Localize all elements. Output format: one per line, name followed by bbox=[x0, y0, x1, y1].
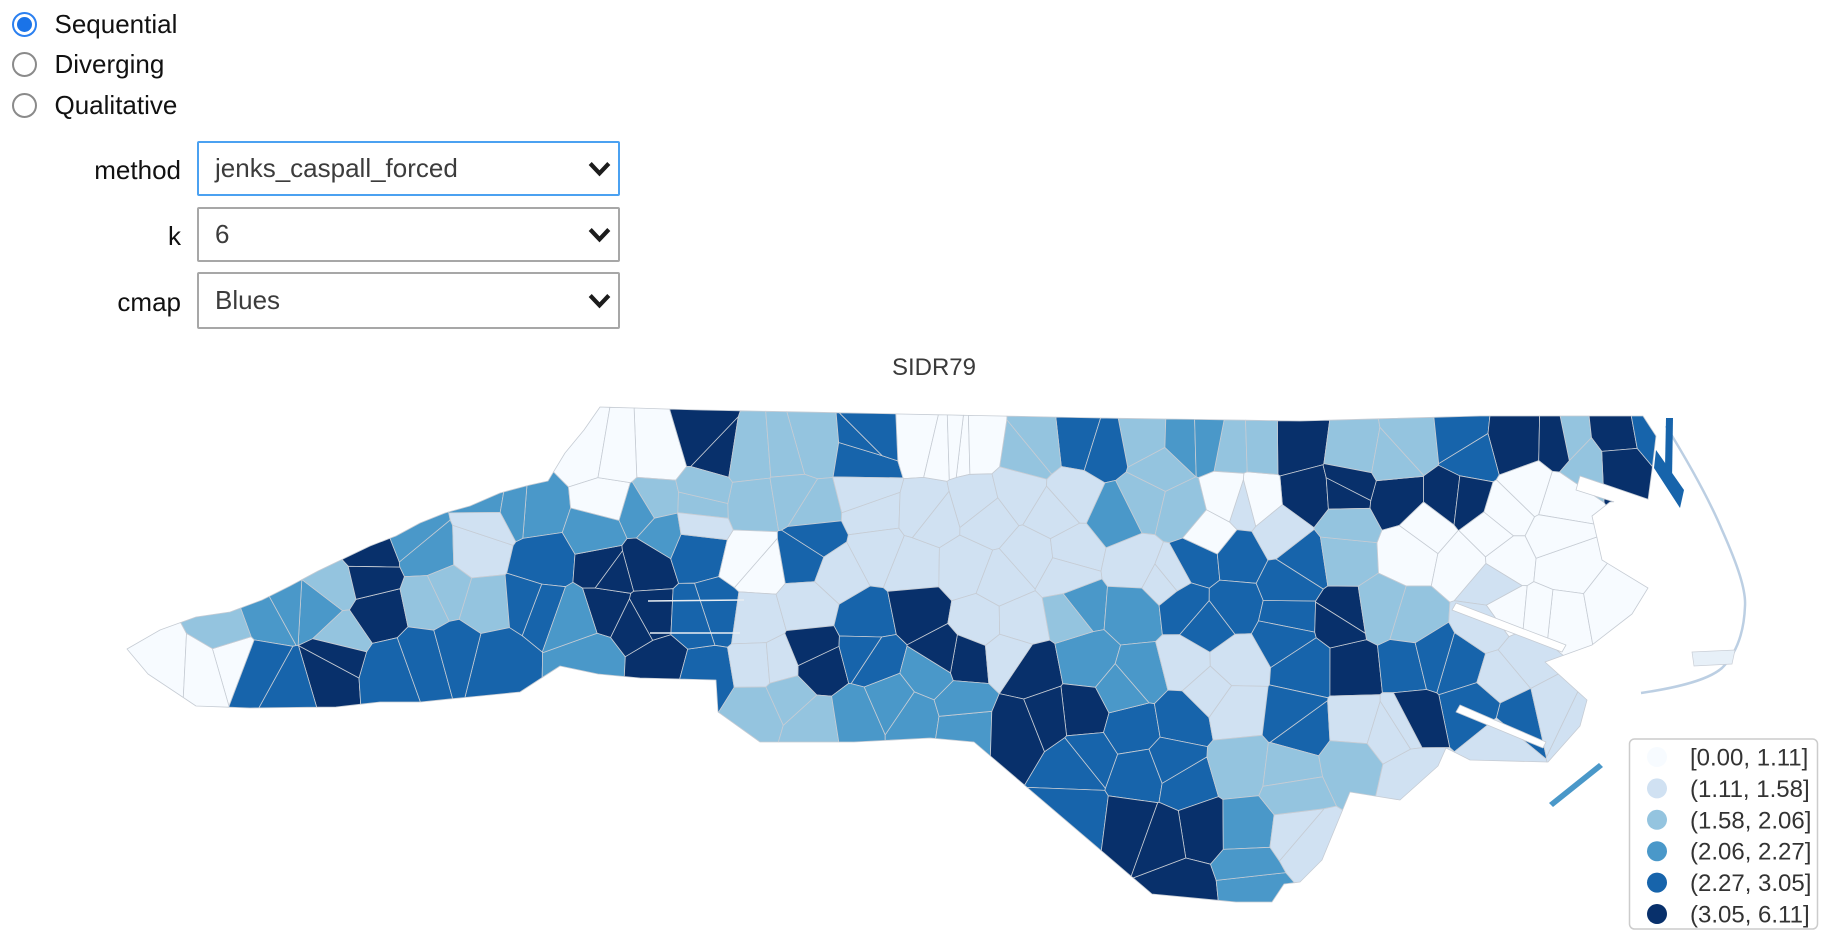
svg-text:(1.58, 2.06]: (1.58, 2.06] bbox=[1690, 807, 1811, 834]
svg-text:(1.11, 1.58]: (1.11, 1.58] bbox=[1690, 776, 1810, 803]
svg-text:SIDR79: SIDR79 bbox=[892, 354, 976, 381]
svg-text:(3.05, 6.11]: (3.05, 6.11] bbox=[1690, 902, 1810, 929]
svg-text:(2.06, 2.27]: (2.06, 2.27] bbox=[1690, 839, 1811, 866]
svg-text:(2.27, 3.05]: (2.27, 3.05] bbox=[1690, 870, 1811, 897]
svg-text:[0.00, 1.11]: [0.00, 1.11] bbox=[1690, 745, 1808, 772]
